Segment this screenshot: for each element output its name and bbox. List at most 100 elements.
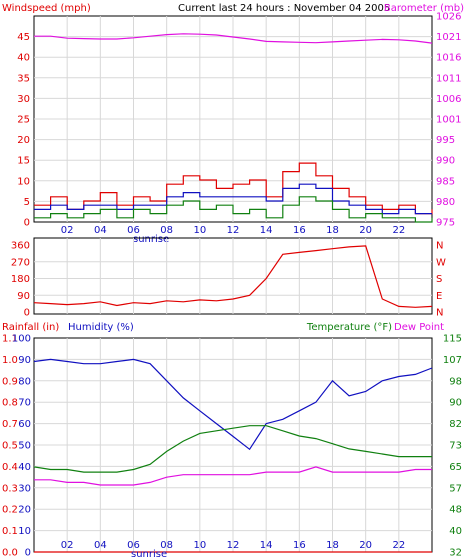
x-tick-label: 06 — [127, 225, 140, 236]
temperature-tick-label: 115 — [443, 334, 462, 345]
humidity-tick-label: 90 — [18, 355, 31, 366]
x-tick-label: 18 — [326, 540, 339, 551]
windspeed-tick-label: 30 — [17, 94, 30, 105]
x-tick-label: 22 — [392, 225, 405, 236]
windspeed-tick-label: 15 — [17, 156, 30, 167]
x-tick-label: 08 — [160, 225, 173, 236]
direction-compass-label: S — [436, 274, 442, 285]
temperature-tick-label: 98 — [449, 376, 462, 387]
rainfall-tick-label: 0.5 — [2, 441, 18, 452]
dewpoint-line — [34, 466, 432, 486]
barometer-tick-label: 1006 — [436, 94, 461, 105]
rainfall-tick-label: 0.3 — [2, 483, 18, 494]
temperature-line — [33, 425, 432, 473]
x-tick-label: 20 — [359, 540, 372, 551]
x-tick-label: 16 — [293, 225, 306, 236]
humidity-tick-label: 100 — [12, 334, 31, 345]
x-tick-label: 10 — [193, 225, 206, 236]
windspeed-tick-label: 0 — [24, 218, 30, 229]
temperature-tick-label: 32 — [449, 548, 462, 559]
x-tick-label: 14 — [260, 225, 273, 236]
rainfall-tick-label: 0.8 — [2, 398, 18, 409]
x-tick-label: 12 — [227, 540, 240, 551]
barometer-tick-label: 995 — [436, 135, 455, 146]
rainfall-tick-label: 0.7 — [2, 419, 18, 430]
barometer-tick-label: 1011 — [436, 73, 461, 84]
temperature-tick-label: 82 — [449, 419, 462, 430]
rainfall-tick-label: 0.1 — [2, 526, 18, 537]
humidity-axis-title: Humidity (%) — [68, 322, 134, 333]
barometer-tick-label: 975 — [436, 218, 455, 229]
direction-degree-label: 360 — [11, 241, 30, 252]
humidity-tick-label: 70 — [18, 398, 31, 409]
direction-compass-label: W — [436, 257, 446, 268]
x-tick-label: 10 — [193, 540, 206, 551]
x-tick-label: 02 — [61, 540, 74, 551]
temperature-tick-label: 90 — [449, 398, 462, 409]
wind-baro-series — [34, 33, 433, 223]
x-tick-label: 02 — [61, 225, 74, 236]
temperature-tick-label: 48 — [449, 505, 462, 516]
x-tick-label: 18 — [326, 225, 339, 236]
temperature-tick-label: 40 — [449, 526, 462, 537]
windspeed-tick-label: 45 — [17, 32, 30, 43]
temperature-tick-label: 57 — [449, 483, 462, 494]
direction-compass-label: E — [436, 291, 442, 302]
humidity-tick-label: 60 — [18, 419, 31, 430]
temperature-tick-label: 65 — [449, 462, 462, 473]
barometer-tick-label: 1021 — [436, 32, 461, 43]
temperature-tick-label: 73 — [449, 441, 462, 452]
x-tick-label: 16 — [293, 540, 306, 551]
x-tick-label: 22 — [392, 540, 405, 551]
barometer-line — [34, 33, 433, 44]
sunrise-label-top: sunrise — [133, 234, 169, 245]
barometer-tick-label: 1001 — [436, 115, 461, 126]
windspeed-tick-label: 20 — [17, 135, 30, 146]
x-tick-label: 04 — [94, 225, 107, 236]
barometer-axis-title: Barometer (mb) — [384, 3, 464, 14]
direction-degree-label: 90 — [17, 291, 30, 302]
humidity-tick-label: 10 — [18, 526, 31, 537]
rainfall-tick-label: 0.2 — [2, 505, 18, 516]
page-title: Current last 24 hours : November 04 2005 — [178, 3, 390, 14]
temperature-tick-label: 107 — [443, 355, 462, 366]
barometer-tick-label: 1026 — [436, 12, 461, 23]
windspeed-tick-label: 25 — [17, 115, 30, 126]
humidity-tick-label: 50 — [18, 441, 31, 452]
temperature-axis-title: Temperature (°F) — [306, 322, 392, 333]
wind-direction-series — [33, 245, 433, 308]
humidity-tick-label: 40 — [18, 462, 31, 473]
x-tick-label: 08 — [160, 540, 173, 551]
direction-compass-label: N — [436, 241, 443, 252]
x-tick-label: 06 — [127, 540, 140, 551]
windspeed-tick-label: 40 — [17, 53, 30, 64]
rainfall-tick-label: 0.0 — [2, 548, 18, 559]
windspeed-axis-title: Windspeed (mph) — [2, 3, 91, 14]
dewpoint-axis-title: Dew Point — [394, 322, 444, 333]
rainfall-tick-label: 1.0 — [2, 355, 18, 366]
barometer-tick-label: 1016 — [436, 53, 461, 64]
windspeed-line — [34, 183, 432, 215]
windavg-line — [34, 196, 433, 223]
humidity-tick-label: 20 — [18, 505, 31, 516]
rainfall-axis-title: Rainfall (in) — [2, 322, 59, 333]
x-tick-label: 04 — [94, 540, 107, 551]
rainfall-tick-label: 0.4 — [2, 462, 18, 473]
direction-degree-label: 180 — [11, 274, 30, 285]
humidity-line — [33, 358, 433, 451]
wind-baro-tick-labels: 0510152025303540459759809859909951001100… — [17, 12, 461, 237]
windspeed-tick-label: 10 — [17, 176, 30, 187]
direction-degree-label: 0 — [24, 308, 30, 319]
humidity-tick-label: 30 — [18, 483, 31, 494]
windspeed-tick-label: 35 — [17, 73, 30, 84]
direction-degree-label: 270 — [11, 257, 30, 268]
sunrise-label-bottom: sunrise — [131, 549, 167, 560]
direction-compass-label: N — [436, 308, 443, 319]
barometer-tick-label: 980 — [436, 197, 455, 208]
x-tick-label: 20 — [359, 225, 372, 236]
barometer-tick-label: 985 — [436, 176, 455, 187]
rain-hum-temp-gridlines — [34, 338, 432, 552]
rain-hum-temp-series — [33, 358, 433, 553]
